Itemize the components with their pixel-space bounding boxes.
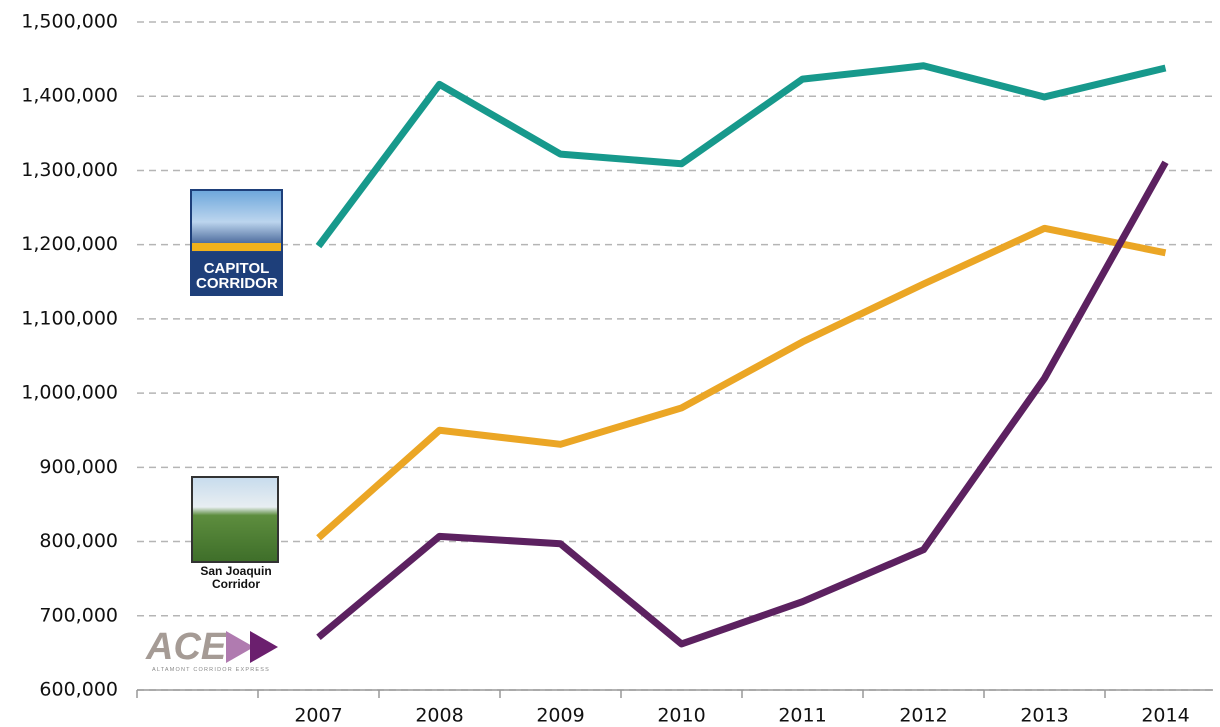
x-tick-label: 2013 [1020,705,1068,727]
y-tick-label: 800,000 [39,530,118,552]
san-joaquin-logo-text: San Joaquin Corridor [186,565,286,591]
san-joaquin-logo [191,476,279,563]
ace-logo: ACE ALTAMONT CORRIDOR EXPRESS [146,628,286,676]
series-line [319,66,1166,246]
x-tick-label: 2011 [778,705,826,727]
x-tick-label: 2012 [899,705,947,727]
x-tick-label: 2009 [536,705,584,727]
ace-logo-text: ACE [146,628,226,666]
y-tick-label: 1,100,000 [21,307,118,329]
x-tick-label: 2010 [657,705,705,727]
x-tick-label: 2008 [415,705,463,727]
x-tick-label: 2014 [1141,705,1189,727]
capitol-logo-text: CAPITOL CORRIDOR [196,261,277,291]
capitol-logo: CAPITOL CORRIDOR [190,189,283,296]
ace-logo-subtext: ALTAMONT CORRIDOR EXPRESS [146,667,276,673]
page: 600,000 700,000 800,000 900,000 1,000,000 1,1… [0,0,1220,727]
y-tick-label: 1,200,000 [21,233,118,255]
y-tick-label: 1,500,000 [21,11,118,33]
ace-arrows [226,631,286,665]
y-tick-label: 600,000 [39,679,118,701]
y-tick-label: 1,400,000 [21,85,118,107]
y-tick-label: 1,300,000 [21,159,118,181]
y-tick-label: 900,000 [39,456,118,478]
x-tick-label: 2007 [294,705,342,727]
capitol-logo-stripe [192,243,281,251]
chart: 600,000 700,000 800,000 900,000 1,000,000 1,1… [0,0,1220,727]
y-tick-label: 1,000,000 [21,382,118,404]
y-tick-label: 700,000 [39,604,118,626]
